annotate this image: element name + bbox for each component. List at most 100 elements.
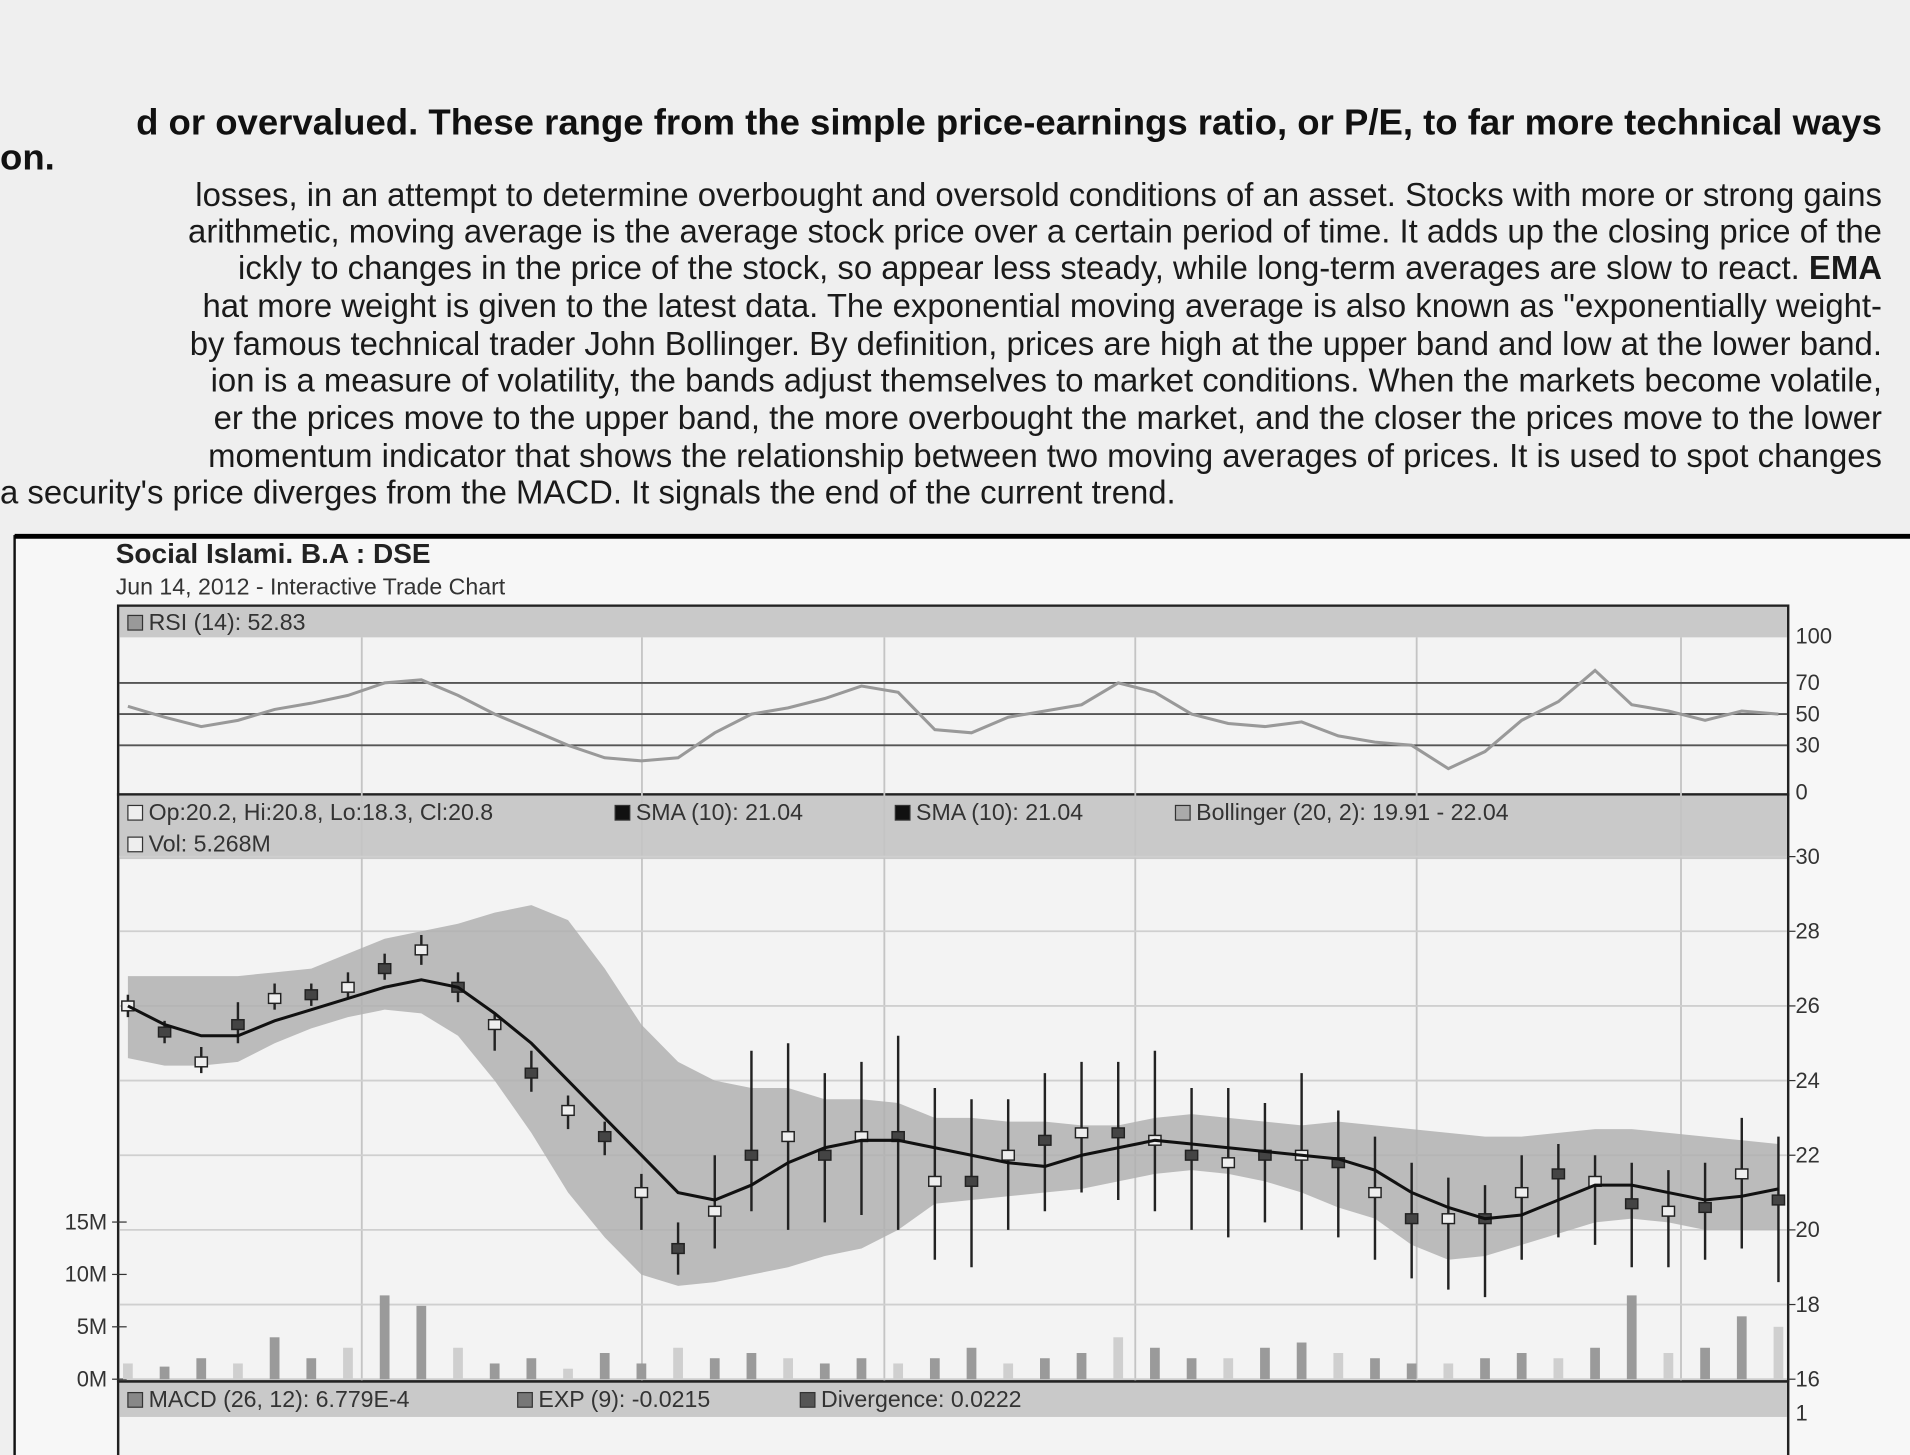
y-tick-label: 1	[1795, 1401, 1807, 1426]
y-tick-label: 24	[1795, 1068, 1819, 1093]
candle-close	[1404, 1213, 1419, 1225]
article-text: d or overvalued. These range from the si…	[0, 101, 1882, 510]
y-tick-label: 18	[1795, 1292, 1819, 1317]
volume-bar	[1223, 1358, 1234, 1380]
candle-close	[487, 1018, 502, 1031]
candle-close	[928, 1175, 942, 1187]
candle-close	[1771, 1194, 1786, 1206]
rsi-header	[119, 606, 1787, 638]
candle-close	[524, 1067, 539, 1079]
candle-close	[1038, 1134, 1052, 1146]
paragraph-line: ickly to changes in the price of the sto…	[238, 249, 1882, 286]
y-tick-label: 70	[1795, 670, 1819, 695]
volume-bar	[1370, 1358, 1380, 1380]
volume-bar	[1260, 1347, 1270, 1380]
paragraph-line: er the prices move to the upper band, th…	[214, 399, 1882, 436]
volume-bar	[526, 1358, 537, 1380]
rsi-line	[127, 668, 1779, 771]
candle-close	[231, 1018, 245, 1031]
y-tick-label: 30	[1795, 733, 1819, 758]
candle-close	[1184, 1149, 1199, 1161]
paragraph-line: hat more weight is given to the latest d…	[202, 287, 1882, 324]
candle-close	[1698, 1201, 1712, 1214]
legend-entry: MACD (26, 12): 6.779E-4	[149, 1386, 410, 1412]
volume-bar	[306, 1358, 317, 1380]
volume-bar	[1516, 1353, 1527, 1380]
paragraph-text: momentum indicator that shows the relati…	[208, 437, 1882, 474]
legend-swatch	[127, 1391, 144, 1408]
y-tick-label: 100	[1795, 623, 1832, 648]
volume-bar	[746, 1353, 757, 1380]
y-tick-label: 22	[1795, 1143, 1819, 1168]
macd-header	[119, 1382, 1787, 1417]
volume-bar	[343, 1347, 353, 1380]
volume-bar	[196, 1358, 207, 1380]
volume-bar	[269, 1337, 280, 1380]
candle-close	[964, 1175, 979, 1187]
candle-close	[817, 1149, 832, 1161]
candle-close	[561, 1104, 575, 1117]
paragraph-text: a security's price diverges from the MAC…	[0, 473, 1176, 510]
candle-close	[781, 1130, 795, 1143]
volume-bar	[709, 1358, 720, 1380]
volume-bar	[1113, 1337, 1124, 1380]
volume-bar	[1333, 1353, 1344, 1380]
volume-bar	[1773, 1326, 1784, 1380]
legend-entry: RSI (14): 52.83	[149, 609, 306, 635]
candle-close	[1551, 1168, 1566, 1180]
legend-entry: Bollinger (20, 2): 19.91 - 22.04	[1196, 799, 1509, 825]
paragraph-text: hat more weight is given to the latest d…	[202, 287, 1882, 324]
paragraph-line: by famous technical trader John Bollinge…	[190, 325, 1882, 362]
legend-swatch	[799, 1391, 816, 1408]
legend-entry: Divergence: 0.0222	[821, 1386, 1022, 1412]
paragraph-text: arithmetic, moving average is the averag…	[188, 213, 1882, 250]
y-tick-label: 30	[1795, 844, 1819, 869]
candle-close	[1624, 1198, 1639, 1210]
volume-bar	[1626, 1295, 1637, 1380]
candle-close	[341, 981, 355, 993]
candle-close	[1734, 1168, 1749, 1180]
volume-bar	[1663, 1353, 1674, 1380]
y-tick-label: 26	[1795, 993, 1819, 1018]
volume-bar	[159, 1366, 170, 1380]
volume-bar	[673, 1347, 683, 1380]
paragraph-bold: EMA	[1809, 249, 1882, 286]
volume-bar	[1003, 1363, 1014, 1380]
candle-close	[414, 944, 429, 956]
volume-bar	[233, 1363, 243, 1380]
volume-bar	[1076, 1353, 1087, 1380]
volume-bar	[563, 1368, 573, 1380]
candle-close	[744, 1149, 759, 1161]
paragraph-line: a security's price diverges from the MAC…	[0, 473, 1176, 510]
sma-line	[127, 978, 1779, 1221]
volume-bar	[453, 1347, 463, 1380]
legend-swatch	[127, 836, 144, 853]
volume-bar	[1443, 1363, 1454, 1380]
volume-bar	[783, 1358, 793, 1380]
legend-swatch	[127, 614, 144, 631]
y-tick-label: 10M	[65, 1262, 108, 1287]
chart-subtitle: Jun 14, 2012 - Interactive Trade Chart	[116, 574, 506, 600]
candle-close	[377, 962, 392, 975]
heading-line: on.	[0, 137, 55, 178]
candle-close	[597, 1130, 612, 1143]
volume-bar	[893, 1363, 904, 1380]
legend-swatch	[517, 1391, 533, 1408]
volume-bar	[1150, 1347, 1160, 1380]
candle-close	[634, 1186, 649, 1199]
candle-close	[707, 1205, 722, 1217]
paragraph-line: losses, in an attempt to determine overb…	[195, 176, 1882, 213]
price-panel	[116, 793, 1790, 1382]
paragraph-text: er the prices move to the upper band, th…	[214, 399, 1882, 436]
volume-bar	[1186, 1358, 1197, 1380]
y-tick-label: 5M	[77, 1314, 107, 1339]
paragraph-text: by famous technical trader John Bollinge…	[190, 325, 1882, 362]
candle-close	[671, 1242, 685, 1255]
candle-close	[1441, 1213, 1456, 1225]
bollinger-band	[127, 905, 1779, 1286]
candle-close	[1661, 1205, 1676, 1217]
volume-bar	[1296, 1342, 1307, 1380]
candle-close	[1221, 1157, 1236, 1169]
candle-close	[1514, 1186, 1529, 1199]
